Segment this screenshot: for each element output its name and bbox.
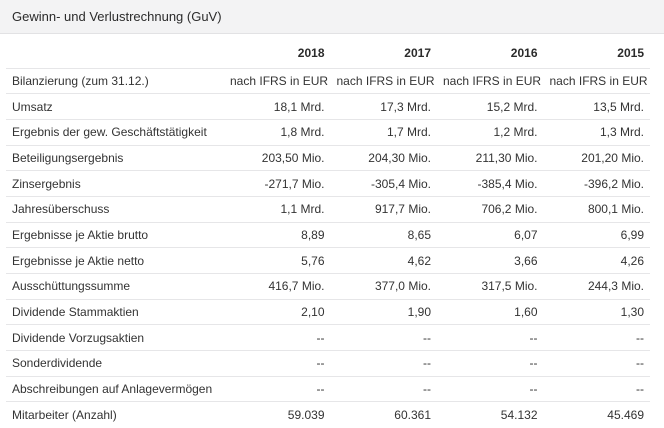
cell-value: 201,20 Mio. [543,145,650,172]
column-header-label [6,34,224,69]
cell-value: 6,99 [543,222,650,249]
cell-value: 2,10 [224,299,331,326]
cell-value: 317,5 Mio. [437,273,544,300]
row-label: Abschreibungen auf Anlagevermögen [6,376,224,403]
cell-value: 211,30 Mio. [437,145,544,172]
cell-value: 4,62 [330,247,437,274]
row-label: Ergebnisse je Aktie netto [6,247,224,274]
cell-value: 1,90 [330,299,437,326]
table-row: Ausschüttungssumme 416,7 Mio. 377,0 Mio.… [6,273,650,300]
cell-value: 800,1 Mio. [543,196,650,223]
cell-value: 15,2 Mrd. [437,93,544,120]
cell-value: -305,4 Mio. [330,170,437,197]
table-row: Mitarbeiter (Anzahl) 59.039 60.361 54.13… [6,402,650,428]
cell-value: -- [224,350,331,377]
row-label: Umsatz [6,93,224,120]
cell-value: 1,1 Mrd. [224,196,331,223]
table-row: Ergebnis der gew. Geschäftstätigkeit 1,8… [6,119,650,146]
cell-value: nach IFRS in EUR [224,68,331,95]
table-header-row: 2018 2017 2016 2015 [6,34,650,69]
row-label: Zinsergebnis [6,170,224,197]
cell-value: -- [543,324,650,352]
cell-value: -- [224,324,331,352]
row-label: Sonderdividende [6,350,224,377]
cell-value: -- [543,376,650,403]
panel-title: Gewinn- und Verlustrechnung (GuV) [0,0,664,34]
cell-value: 1,60 [437,299,544,326]
cell-value: 917,7 Mio. [330,196,437,223]
cell-value: -- [330,350,437,377]
table-row: Dividende Stammaktien 2,10 1,90 1,60 1,3… [6,299,650,326]
table-row: Bilanzierung (zum 31.12.) nach IFRS in E… [6,68,650,95]
cell-value: -271,7 Mio. [224,170,331,197]
cell-value: 18,1 Mrd. [224,93,331,120]
cell-value: -- [330,376,437,403]
cell-value: 204,30 Mio. [330,145,437,172]
cell-value: 1,7 Mrd. [330,119,437,146]
table-row: Abschreibungen auf Anlagevermögen -- -- … [6,376,650,403]
row-label: Ergebnisse je Aktie brutto [6,222,224,249]
cell-value: 203,50 Mio. [224,145,331,172]
cell-value: -- [437,324,544,352]
table-row: Sonderdividende -- -- -- -- [6,350,650,377]
cell-value: nach IFRS in EUR [330,68,437,95]
cell-value: 1,30 [543,299,650,326]
table-row: Ergebnisse je Aktie brutto 8,89 8,65 6,0… [6,222,650,249]
cell-value: -396,2 Mio. [543,170,650,197]
column-header-year: 2018 [224,34,331,69]
cell-value: -- [224,376,331,403]
row-label: Mitarbeiter (Anzahl) [12,408,117,423]
cell-value: 8,65 [330,222,437,249]
cell-value: 60.361 [394,408,431,423]
cell-value: 416,7 Mio. [224,273,331,300]
cell-value: -- [330,324,437,352]
row-label: Beteiligungsergebnis [6,145,224,172]
cell-value: -- [437,376,544,403]
row-label: Ergebnis der gew. Geschäftstätigkeit [6,119,224,146]
cell-value: 59.039 [287,408,325,423]
guv-table: 2018 2017 2016 2015 Bilanzierung (zum 31… [6,34,650,428]
cell-value: 5,76 [224,247,331,274]
cell-value: -- [543,350,650,377]
table-body: Bilanzierung (zum 31.12.) nach IFRS in E… [6,68,650,428]
cell-value: -- [437,350,544,377]
cell-value: 3,66 [437,247,544,274]
table-row: Zinsergebnis -271,7 Mio. -305,4 Mio. -38… [6,170,650,197]
cell-value: 4,26 [543,247,650,274]
table-row: Ergebnisse je Aktie netto 5,76 4,62 3,66… [6,247,650,274]
table-row: Dividende Vorzugsaktien -- -- -- -- [6,324,650,352]
cell-value: 377,0 Mio. [330,273,437,300]
table-row: Umsatz 18,1 Mrd. 17,3 Mrd. 15,2 Mrd. 13,… [6,93,650,120]
cell-value: 13,5 Mrd. [543,93,650,120]
cell-value: 244,3 Mio. [543,273,650,300]
row-label: Dividende Stammaktien [6,299,224,326]
row-label: Dividende Vorzugsaktien [6,324,224,352]
cell-value: 6,07 [437,222,544,249]
column-header-year: 2015 [543,34,650,69]
cell-value: 1,3 Mrd. [543,119,650,146]
cell-value: 1,2 Mrd. [437,119,544,146]
cell-value: nach IFRS in EUR [437,68,544,95]
cell-value: 706,2 Mio. [437,196,544,223]
column-header-year: 2017 [330,34,437,69]
cell-value: 54.132 [500,408,538,423]
row-label: Ausschüttungssumme [6,273,224,300]
cell-value: 17,3 Mrd. [330,93,437,120]
table-row: Beteiligungsergebnis 203,50 Mio. 204,30 … [6,145,650,172]
table-row: Jahresüberschuss 1,1 Mrd. 917,7 Mio. 706… [6,196,650,223]
row-label: Jahresüberschuss [6,196,224,223]
row-label: Bilanzierung (zum 31.12.) [6,68,224,95]
cell-value: 1,8 Mrd. [224,119,331,146]
cell-value: 8,89 [224,222,331,249]
cell-value: -385,4 Mio. [437,170,544,197]
cell-value: nach IFRS in EUR [543,68,650,95]
cell-value: 45.469 [607,408,644,423]
column-header-year: 2016 [437,34,544,69]
